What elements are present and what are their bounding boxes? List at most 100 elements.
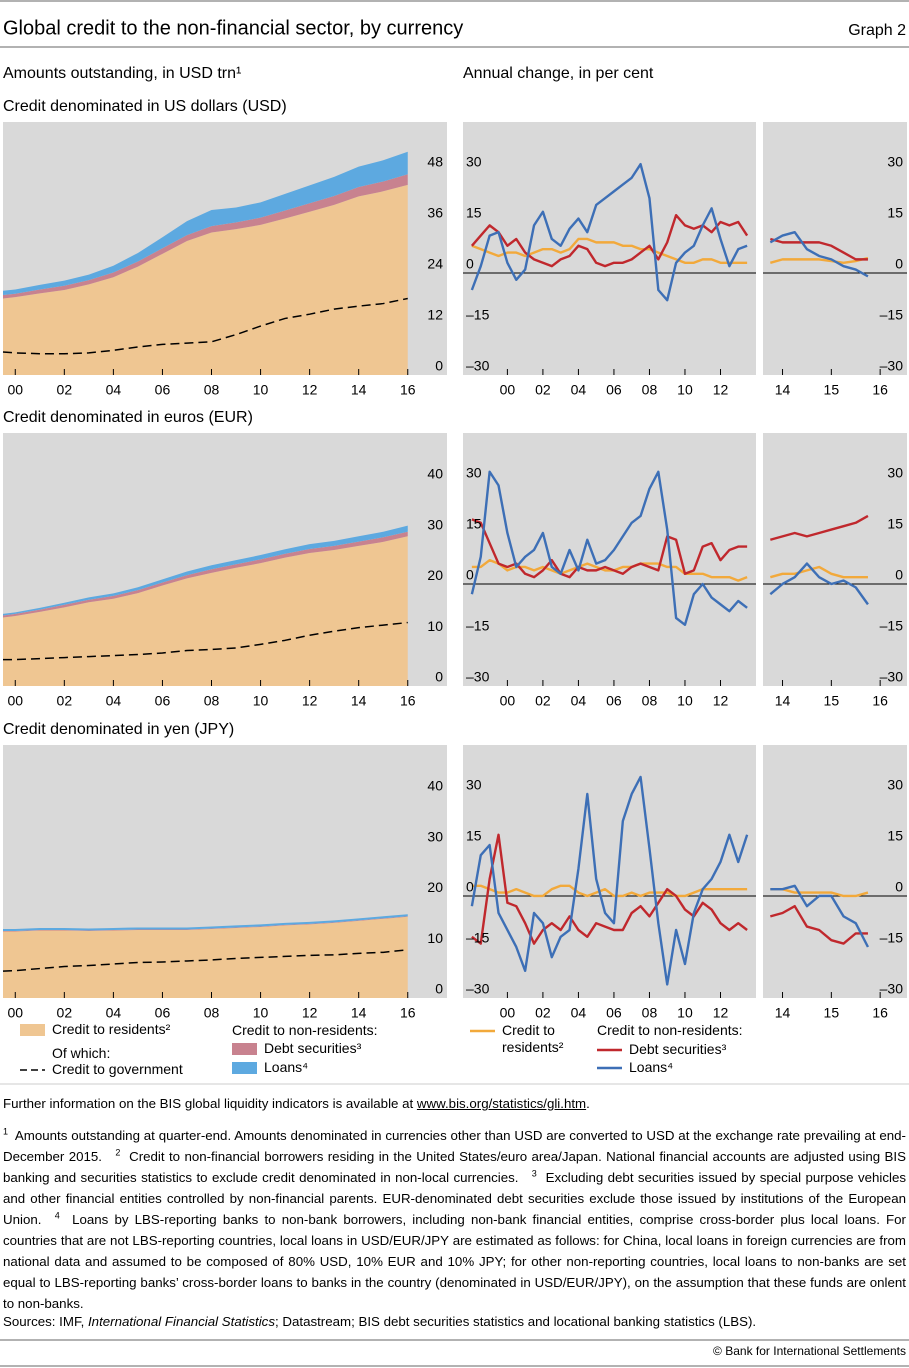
- y-tick-label: –30: [880, 669, 904, 685]
- y-tick-label: –15: [466, 618, 490, 634]
- series-line: [470, 775, 749, 986]
- x-tick-label: 08: [642, 382, 658, 398]
- series-line: [2, 949, 408, 972]
- x-tick-label: 12: [713, 1005, 729, 1021]
- panel-subtitle: Credit denominated in euros (EUR): [3, 409, 253, 426]
- x-tick-label: 08: [204, 1005, 220, 1021]
- x-tick-label: 12: [302, 693, 318, 709]
- text: .: [586, 1096, 590, 1111]
- y-tick-label: 0: [435, 669, 443, 685]
- legend-label: Credit to residents²: [502, 1022, 564, 1055]
- x-tick-label: 00: [500, 693, 516, 709]
- area-segment: [3, 914, 408, 932]
- x-tick-label: 10: [677, 1005, 693, 1021]
- y-tick-label: 0: [466, 879, 474, 895]
- legend-heading: Credit to non-residents:: [597, 1022, 743, 1038]
- text: Sources: IMF,: [3, 1314, 88, 1329]
- x-tick-label: 00: [500, 382, 516, 398]
- x-tick-label: 06: [606, 693, 622, 709]
- x-tick-label: 14: [351, 1005, 367, 1021]
- y-tick-label: 15: [887, 205, 903, 221]
- panel-subtitle: Credit denominated in yen (JPY): [3, 721, 234, 738]
- footnote-number: 1: [3, 1126, 9, 1137]
- y-tick-label: 15: [466, 205, 482, 221]
- plot-background: [463, 433, 756, 686]
- plot-background: [463, 745, 756, 998]
- y-tick-label: 30: [427, 828, 443, 844]
- x-tick-label: 04: [571, 1005, 587, 1021]
- area-segment: [3, 151, 408, 296]
- plot-background: [763, 433, 907, 686]
- x-tick-label: 16: [872, 693, 888, 709]
- series-line: [769, 237, 868, 261]
- y-tick-label: 20: [427, 567, 443, 583]
- legend-label: Loans⁴: [264, 1059, 309, 1075]
- series-line: [470, 470, 748, 626]
- x-tick-label: 16: [872, 1005, 888, 1021]
- y-tick-label: –15: [880, 930, 904, 946]
- x-tick-label: 00: [7, 693, 23, 709]
- y-tick-label: 48: [427, 154, 443, 170]
- panel-subtitle: Credit denominated in US dollars (USD): [3, 98, 287, 115]
- footnotes: 1 Amounts outstanding at quarter-end. Am…: [3, 1125, 906, 1314]
- series-line: [3, 621, 408, 661]
- x-tick-label: 14: [775, 693, 791, 709]
- y-tick-label: 30: [466, 777, 482, 793]
- y-tick-label: 30: [887, 777, 903, 793]
- footnote-number: 3: [531, 1168, 537, 1179]
- plot-background: [763, 745, 907, 998]
- x-tick-label: 16: [400, 1005, 416, 1021]
- x-tick-label: 15: [824, 1005, 840, 1021]
- series-line: [769, 256, 869, 264]
- y-tick-label: 0: [895, 256, 903, 272]
- footnote-number: 2: [115, 1147, 121, 1158]
- series-line: [471, 237, 748, 264]
- y-tick-label: 0: [895, 567, 903, 583]
- x-tick-label: 12: [713, 693, 729, 709]
- x-tick-label: 02: [535, 1005, 551, 1021]
- x-tick-label: 08: [642, 693, 658, 709]
- legend-heading: Credit to non-residents:: [232, 1022, 378, 1038]
- x-tick-label: 02: [57, 382, 73, 398]
- x-tick-label: 08: [204, 382, 220, 398]
- y-tick-label: –15: [880, 307, 904, 323]
- legend-swatch: [232, 1043, 257, 1055]
- x-tick-label: 16: [872, 382, 888, 398]
- y-tick-label: 10: [427, 930, 443, 946]
- legend-swatch: [20, 1024, 45, 1036]
- y-tick-label: –30: [466, 981, 490, 997]
- y-tick-label: –30: [466, 669, 490, 685]
- area-segment: [3, 916, 408, 998]
- y-tick-label: 30: [466, 154, 482, 170]
- footnote-text: Excluding debt securities issued by spec…: [3, 1170, 906, 1227]
- y-tick-label: 0: [466, 256, 474, 272]
- x-tick-label: 14: [351, 693, 367, 709]
- series-line: [2, 297, 408, 355]
- y-tick-label: 20: [427, 879, 443, 895]
- y-tick-label: 15: [466, 516, 482, 532]
- x-tick-label: 12: [302, 382, 318, 398]
- y-tick-label: 12: [427, 307, 443, 323]
- footnote-text: Amounts outstanding at quarter-end. Amou…: [3, 1128, 906, 1164]
- x-tick-label: 06: [155, 693, 171, 709]
- x-tick-label: 02: [57, 693, 73, 709]
- heading: Annual change, in per cent: [463, 65, 654, 82]
- link[interactable]: www.bis.org/statistics/gli.htm: [416, 1096, 587, 1111]
- y-tick-label: 30: [427, 516, 443, 532]
- x-tick-label: 14: [775, 382, 791, 398]
- series-line: [769, 514, 869, 541]
- x-tick-label: 16: [400, 693, 416, 709]
- x-tick-label: 02: [535, 693, 551, 709]
- area-segment: [3, 536, 408, 686]
- x-tick-label: 10: [253, 1005, 269, 1021]
- series-line: [770, 884, 870, 948]
- x-tick-label: 08: [204, 693, 220, 709]
- area-segment: [3, 174, 408, 299]
- x-tick-label: 00: [7, 1005, 23, 1021]
- text: Further information on the BIS global li…: [3, 1096, 417, 1111]
- x-tick-label: 00: [7, 382, 23, 398]
- series-line: [470, 162, 748, 302]
- x-tick-label: 04: [106, 693, 122, 709]
- x-tick-label: 02: [57, 1005, 73, 1021]
